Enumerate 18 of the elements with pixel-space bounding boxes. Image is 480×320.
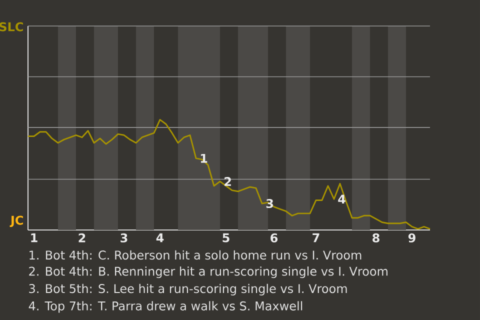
- annotation: 2: [224, 177, 231, 186]
- x-tick-label: 6: [270, 233, 278, 242]
- x-tick-label: 5: [222, 233, 230, 242]
- x-tick-label: 3: [120, 233, 128, 242]
- text: 3. Bot 5th: S. Lee hit a run-scoring single vs I. Vroom: [29, 284, 347, 296]
- x-tick-label: 1: [31, 233, 38, 242]
- text: 1. Bot 4th: C. Roberson hit a solo home run vs I. Vroom: [30, 250, 362, 260]
- annotation: 3: [266, 198, 273, 208]
- x-tick-label: 2: [78, 233, 86, 242]
- x-tick-label: 8: [372, 233, 380, 242]
- text: 4. Top 7th: T. Parra drew a walk vs S. Maxwell: [28, 301, 302, 313]
- annotation: 4: [338, 194, 346, 204]
- x-tick-label: 7: [312, 233, 320, 242]
- text: JC: [10, 216, 23, 228]
- text: 2. Bot 4th: B. Renninger hit a run-scoring single vs I. Vroom: [29, 266, 388, 278]
- x-tick-label: 4: [156, 233, 164, 242]
- x-tick-label: 9: [408, 233, 416, 242]
- annotation: 1: [200, 154, 208, 163]
